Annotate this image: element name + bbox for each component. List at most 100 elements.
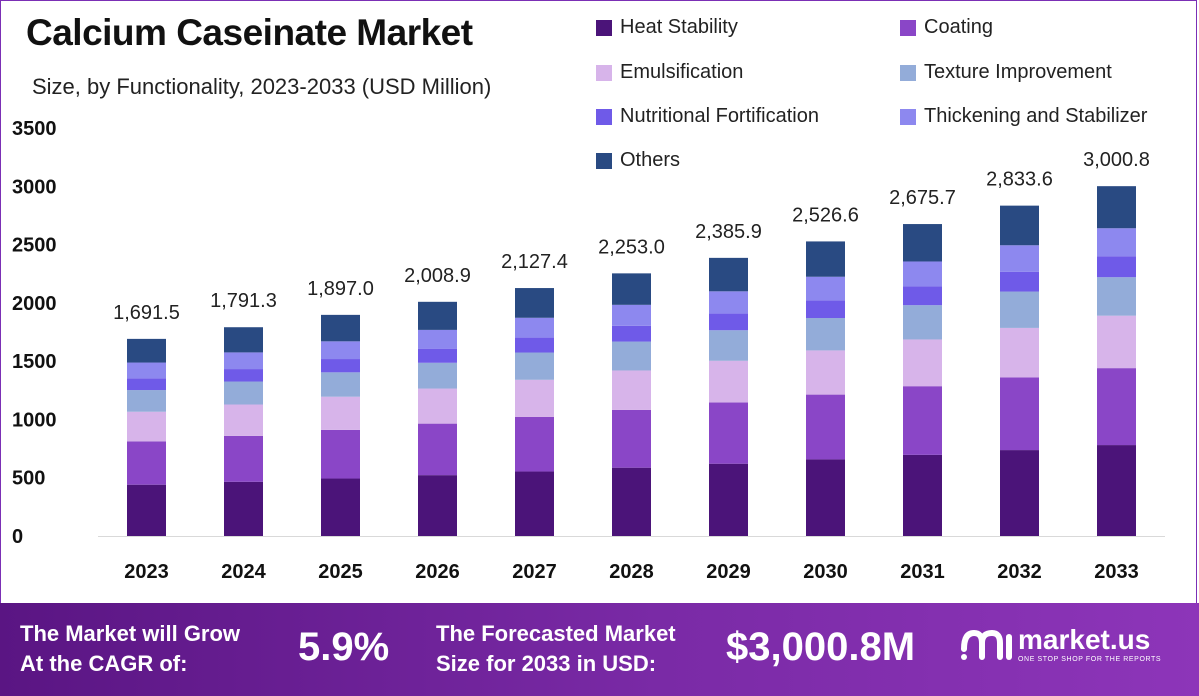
x-tick-label: 2031 — [900, 561, 945, 583]
x-tick-label: 2028 — [609, 561, 654, 583]
data-label: 2,253.0 — [598, 236, 665, 258]
bar-segment — [224, 435, 263, 482]
legend-item-heat-stability: Heat Stability — [596, 16, 738, 39]
market-us-logo-icon — [961, 629, 1012, 660]
bar-segment — [1000, 327, 1039, 378]
bar-segment — [806, 241, 845, 277]
bar-segment — [224, 369, 263, 382]
bar-segment — [709, 313, 748, 331]
legend-swatch — [596, 152, 612, 169]
bar-segment — [321, 429, 360, 479]
bar-segment — [709, 360, 748, 403]
bar-segment — [903, 386, 942, 455]
bar-segment — [224, 481, 263, 536]
bar-segment — [903, 224, 942, 262]
bar-segment — [612, 304, 651, 326]
legend-swatch — [596, 108, 612, 125]
data-label: 2,675.7 — [889, 187, 956, 209]
x-tick-label: 2024 — [221, 561, 266, 583]
bar-segment — [515, 379, 554, 417]
cagr-value: 5.9% — [298, 625, 390, 669]
bar-segment — [612, 273, 651, 305]
bar-segment — [1000, 271, 1039, 292]
data-label: 1,791.3 — [210, 290, 277, 312]
bar-segment — [515, 471, 554, 536]
bar-segment — [127, 378, 166, 391]
bar-segment — [612, 409, 651, 468]
legend-item-emulsification: Emulsification — [596, 61, 743, 84]
bar-segment — [515, 288, 554, 318]
legend-label: Heat Stability — [620, 16, 738, 38]
x-tick-label: 2026 — [415, 561, 460, 583]
y-tick-label: 0 — [12, 526, 23, 548]
data-label: 2,385.9 — [695, 221, 762, 243]
data-label: 2,008.9 — [404, 265, 471, 287]
bar-segment — [1000, 291, 1039, 328]
bar-segment — [515, 352, 554, 380]
bar-segment — [418, 423, 457, 476]
forecast-label-line2: Size for 2033 in USD: — [436, 651, 657, 676]
legend-item-texture-improvement: Texture Improvement — [900, 61, 1112, 84]
legend-label: Texture Improvement — [924, 61, 1112, 83]
data-label: 3,000.8 — [1083, 149, 1150, 171]
legend-swatch — [900, 64, 916, 81]
footer-banner: The Market will Grow At the CAGR of: 5.9… — [0, 603, 1199, 696]
bar-segment — [709, 402, 748, 464]
legend-swatch — [596, 64, 612, 81]
cagr-label-line2: At the CAGR of: — [20, 651, 188, 676]
bar-segment — [903, 339, 942, 387]
legend-item-coating: Coating — [900, 16, 993, 39]
bar-segment — [1097, 256, 1136, 278]
bar-segment — [806, 300, 845, 319]
bar-segment — [321, 341, 360, 360]
bar-segment — [127, 411, 166, 442]
bar-segment — [612, 467, 651, 536]
cagr-label: The Market will Grow At the CAGR of: — [20, 619, 240, 679]
x-tick-label: 2030 — [803, 561, 848, 583]
bar-segment — [709, 257, 748, 292]
y-tick-label: 3000 — [12, 176, 57, 198]
data-label: 2,833.6 — [986, 169, 1053, 191]
bar-segment — [1097, 368, 1136, 446]
bar-segment — [806, 394, 845, 460]
bar-segment — [127, 362, 166, 379]
bar-segment — [224, 327, 263, 353]
data-label: 1,897.0 — [307, 278, 374, 300]
y-tick-label: 2500 — [12, 235, 57, 257]
bar-segment — [224, 404, 263, 436]
bar-segment — [224, 352, 263, 370]
x-tick-label: 2027 — [512, 561, 557, 583]
bar-segment — [1097, 277, 1136, 316]
bar-segment — [418, 301, 457, 330]
bar-segment — [321, 372, 360, 397]
bar-segment — [418, 388, 457, 424]
bar-segment — [127, 484, 166, 536]
bar-segment — [1000, 450, 1039, 536]
legend-swatch — [596, 19, 612, 36]
bar-segment — [903, 286, 942, 306]
bar-segment — [709, 291, 748, 314]
bar-segment — [418, 362, 457, 389]
bar-segment — [418, 475, 457, 536]
x-tick-label: 2023 — [124, 561, 169, 583]
data-label: 1,691.5 — [113, 302, 180, 324]
brand-name: market.us — [1018, 623, 1151, 655]
bar-segment — [709, 463, 748, 536]
bar-segment — [903, 454, 942, 536]
bar-segment — [1000, 377, 1039, 451]
bar-segment — [1097, 228, 1136, 257]
forecast-label-line1: The Forecasted Market — [436, 621, 676, 646]
bar-segment — [903, 261, 942, 287]
legend-item-thickening-and-stabilizer: Thickening and Stabilizer — [900, 105, 1147, 128]
stacked-bar-chart: 0 500 1000 1500 2000 2500 3000 3500 1,691.5 2023 1… — [12, 118, 1165, 583]
x-tick-label: 2025 — [318, 561, 363, 583]
cagr-label-line1: The Market will Grow — [20, 621, 241, 646]
legend-label: Others — [620, 149, 681, 171]
bar-segment — [321, 359, 360, 373]
legend-swatch — [900, 19, 916, 36]
bar-segment — [321, 314, 360, 342]
x-tick-label: 2029 — [706, 561, 751, 583]
bar-segment — [1097, 445, 1136, 536]
chart-title: Calcium Caseinate Market — [26, 12, 473, 53]
forecast-label: The Forecasted Market Size for 2033 in U… — [436, 619, 676, 679]
